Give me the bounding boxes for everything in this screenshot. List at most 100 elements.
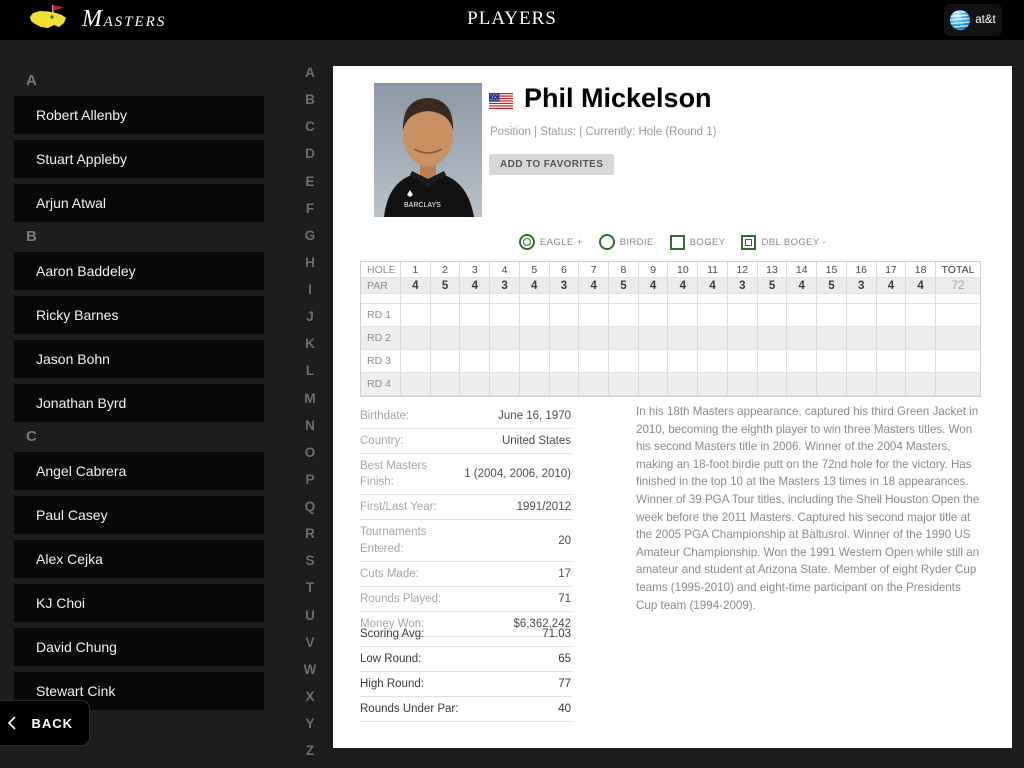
alpha-letter-a[interactable]: A bbox=[305, 65, 315, 80]
score-cell bbox=[549, 304, 580, 327]
player-row[interactable]: Jonathan Byrd bbox=[14, 384, 264, 422]
player-row-label: Jason Bohn bbox=[36, 351, 110, 367]
alpha-letter-o[interactable]: O bbox=[304, 444, 316, 460]
hole-number: 11 bbox=[698, 262, 728, 278]
stat-label: High Round: bbox=[360, 678, 424, 691]
alpha-letter-q[interactable]: Q bbox=[304, 499, 316, 514]
section-header-b: B bbox=[26, 228, 37, 245]
spacer-cell bbox=[668, 294, 699, 304]
alpha-letter-t[interactable]: T bbox=[305, 580, 315, 596]
player-row[interactable]: Robert Allenby bbox=[14, 96, 264, 134]
back-button[interactable]: BACK bbox=[0, 700, 90, 746]
alpha-letter-e[interactable]: E bbox=[305, 173, 315, 189]
par-value: 4 bbox=[906, 278, 936, 294]
stat-value: June 16, 1970 bbox=[498, 410, 571, 422]
att-logo: at&t bbox=[944, 4, 1002, 36]
player-row[interactable]: David Chung bbox=[14, 628, 264, 666]
legend-label: BIRDIE bbox=[619, 236, 654, 248]
score-cell bbox=[460, 350, 491, 373]
score-cell bbox=[579, 304, 610, 327]
player-row[interactable]: Stuart Appleby bbox=[14, 140, 264, 178]
par-value: 4 bbox=[401, 278, 431, 294]
alpha-letter-y[interactable]: Y bbox=[305, 716, 315, 731]
player-sidebar: A Robert Allenby Stuart Appleby Arjun Atwal… bbox=[0, 40, 290, 768]
score-cell bbox=[549, 373, 580, 396]
player-row[interactable]: Aaron Baddeley bbox=[14, 252, 264, 290]
alpha-letter-x[interactable]: X bbox=[305, 688, 315, 704]
player-row-label: Ricky Barnes bbox=[36, 307, 119, 323]
player-detail-panel: BARCLAYS Phil Mickelson Position | Statu… bbox=[333, 66, 1012, 748]
player-row[interactable]: Angel Cabrera bbox=[14, 452, 264, 490]
hole-number: 12 bbox=[727, 262, 758, 278]
legend-item: BOGEY bbox=[669, 234, 726, 250]
alpha-letter-d[interactable]: D bbox=[305, 146, 315, 162]
player-row[interactable]: Arjun Atwal bbox=[14, 184, 264, 222]
score-cell bbox=[727, 350, 758, 373]
par-value: 3 bbox=[549, 278, 580, 294]
alpha-letter-f[interactable]: F bbox=[305, 200, 315, 216]
alpha-letter-k[interactable]: K bbox=[305, 336, 315, 352]
score-cell bbox=[430, 373, 461, 396]
par-value: 4 bbox=[579, 278, 610, 294]
alpha-letter-l[interactable]: L bbox=[305, 363, 315, 379]
masters-map-icon bbox=[30, 5, 66, 28]
stat-row: High Round: 77 bbox=[360, 672, 571, 698]
alpha-letter-c[interactable]: C bbox=[305, 119, 315, 135]
alpha-letter-v[interactable]: V bbox=[305, 634, 315, 650]
score-cell bbox=[817, 304, 847, 327]
masters-logo: MASTERS bbox=[26, 3, 166, 35]
par-value: 4 bbox=[668, 278, 699, 294]
hole-number: 18 bbox=[906, 262, 936, 278]
alpha-letter-w[interactable]: W bbox=[303, 661, 317, 677]
stat-label: Birthdate: bbox=[360, 410, 410, 422]
alpha-letter-z[interactable]: Z bbox=[305, 743, 315, 759]
score-cell bbox=[846, 327, 877, 350]
spacer-cell bbox=[698, 294, 728, 304]
player-row[interactable]: Stewart Cink bbox=[14, 672, 264, 710]
total-header-label: TOTAL bbox=[935, 262, 980, 278]
score-cell bbox=[430, 327, 461, 350]
score-cell bbox=[519, 327, 550, 350]
spacer-cell bbox=[490, 294, 520, 304]
score-cell bbox=[787, 304, 818, 327]
player-row[interactable]: Alex Cejka bbox=[14, 540, 264, 578]
score-cell bbox=[846, 304, 877, 327]
par-value: 4 bbox=[460, 278, 491, 294]
spacer-cell bbox=[519, 294, 550, 304]
alpha-letter-g[interactable]: G bbox=[304, 227, 316, 243]
score-cell bbox=[876, 373, 907, 396]
alpha-letter-i[interactable]: I bbox=[308, 282, 312, 297]
score-cell bbox=[727, 327, 758, 350]
stat-label: Scoring Avg: bbox=[360, 628, 425, 640]
alpha-letter-h[interactable]: H bbox=[305, 254, 315, 270]
score-cell bbox=[935, 304, 980, 327]
legend-item: DBL BOGEY - bbox=[741, 234, 826, 250]
player-row[interactable]: Jason Bohn bbox=[14, 340, 264, 378]
hole-number: 4 bbox=[490, 262, 520, 278]
score-cell bbox=[787, 373, 818, 396]
player-row[interactable]: Paul Casey bbox=[14, 496, 264, 534]
alpha-letter-m[interactable]: M bbox=[304, 390, 316, 406]
total-par-value: 72 bbox=[935, 278, 980, 294]
alpha-letter-p[interactable]: P bbox=[305, 471, 315, 487]
alpha-letter-r[interactable]: R bbox=[305, 526, 315, 542]
player-bio: In his 18th Masters appearance, captured… bbox=[636, 405, 980, 612]
spacer-cell bbox=[727, 294, 758, 304]
score-cell bbox=[876, 327, 907, 350]
alpha-letter-j[interactable]: J bbox=[306, 309, 314, 325]
alpha-letter-u[interactable]: U bbox=[305, 607, 315, 623]
player-row[interactable]: Ricky Barnes bbox=[14, 296, 264, 334]
score-cell bbox=[787, 327, 818, 350]
score-cell bbox=[401, 350, 431, 373]
player-row[interactable]: KJ Choi bbox=[14, 584, 264, 622]
alpha-letter-n[interactable]: N bbox=[305, 417, 315, 433]
spacer-cell bbox=[549, 294, 580, 304]
player-row-label: Aaron Baddeley bbox=[36, 263, 136, 279]
alpha-letter-b[interactable]: B bbox=[305, 92, 315, 108]
par-value: 4 bbox=[519, 278, 550, 294]
add-to-favorites-button[interactable]: ADD TO FAVORITES bbox=[489, 154, 615, 175]
player-row-label: Stuart Appleby bbox=[36, 151, 128, 167]
spacer-cell bbox=[817, 294, 847, 304]
alpha-letter-s[interactable]: S bbox=[305, 553, 315, 569]
score-cell bbox=[846, 350, 877, 373]
